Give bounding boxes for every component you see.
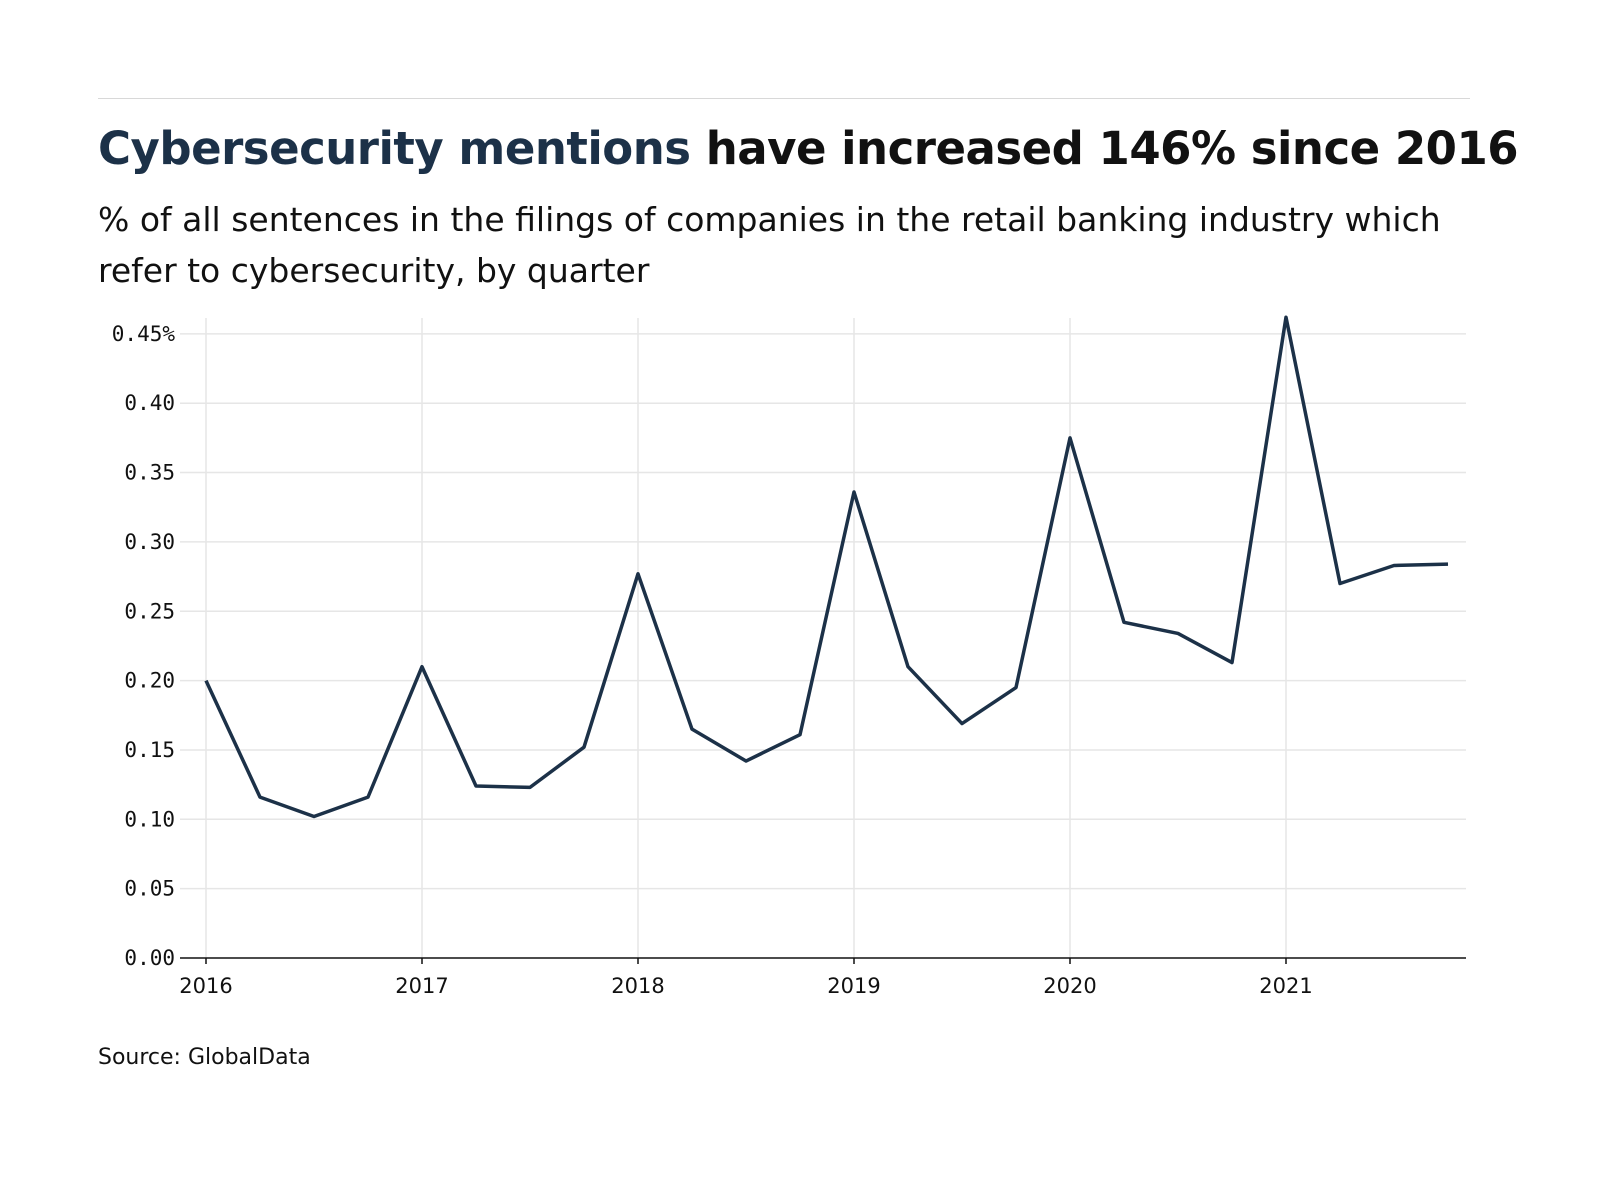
y-tick-label: 0.05 [124, 877, 175, 901]
y-tick-label: 0.20 [124, 669, 175, 693]
x-tick-label: 2020 [1043, 974, 1096, 998]
x-tick-label: 2018 [611, 974, 664, 998]
y-tick-label: 0.40 [124, 391, 175, 415]
y-tick-label: 0.35 [124, 461, 175, 485]
source-note: Source: GlobalData [98, 1045, 311, 1070]
y-tick-label: 0.10 [124, 807, 175, 831]
x-tick-label: 2017 [395, 974, 448, 998]
y-tick-label: 0.15 [124, 738, 175, 762]
title-highlight: Cybersecurity mentions [98, 122, 691, 175]
chart-subtitle: % of all sentences in the filings of com… [98, 200, 1441, 290]
x-tick-label: 2019 [827, 974, 880, 998]
y-tick-label: 0.25 [124, 599, 175, 623]
top-rule [98, 98, 1470, 99]
y-tick-label: 0.00 [124, 946, 175, 970]
x-tick-label: 2016 [179, 974, 232, 998]
x-tick-label: 2021 [1259, 974, 1312, 998]
series-line [204, 315, 1449, 819]
y-tick-label: 0.30 [124, 530, 175, 554]
y-tick-label: 0.45% [112, 322, 176, 346]
title-rest: have increased 146% since 2016 [690, 122, 1519, 175]
chart-title: Cybersecurity mentions have increased 14… [98, 122, 1519, 175]
